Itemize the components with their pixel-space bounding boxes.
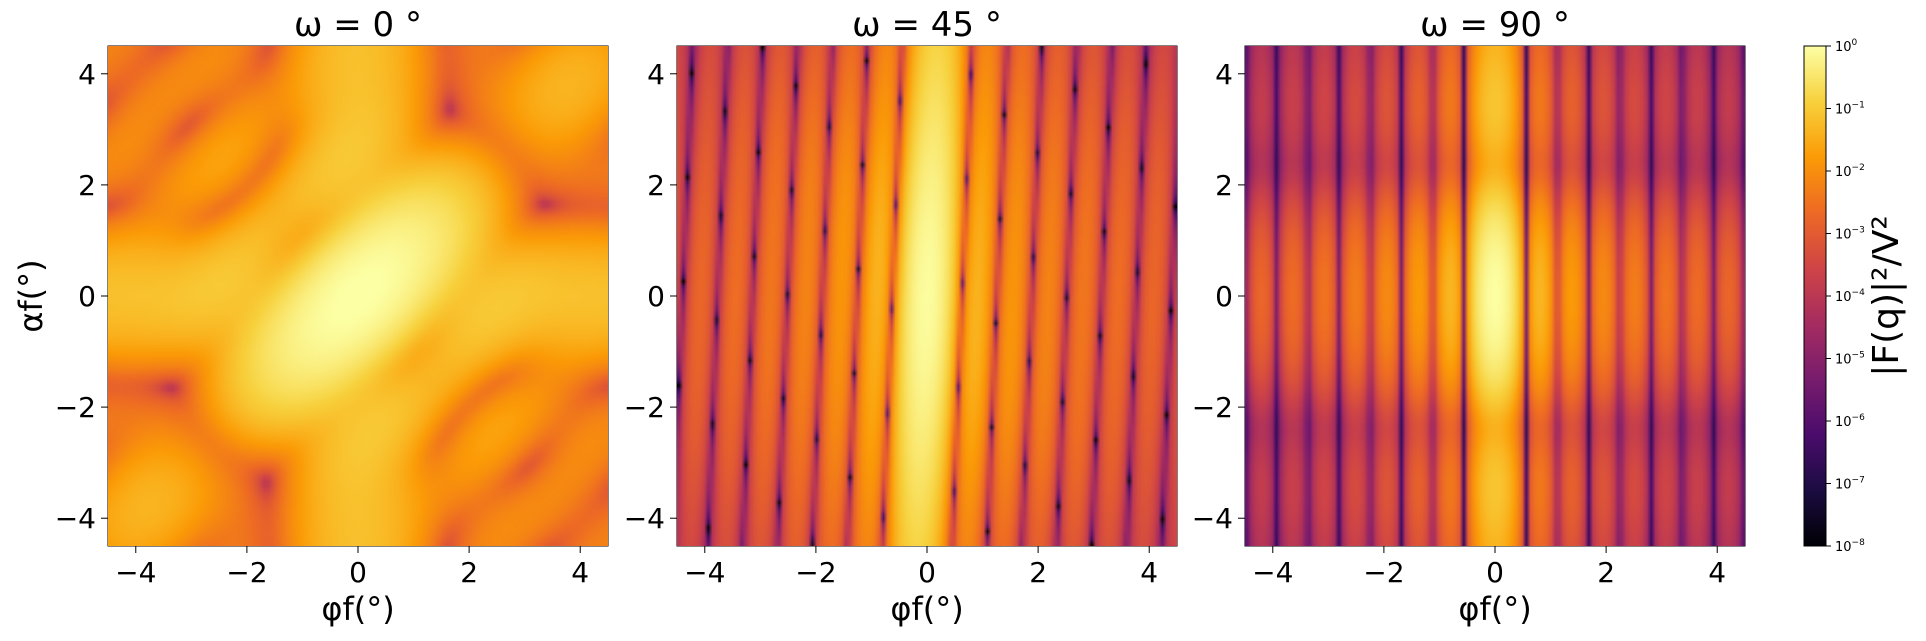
x-tick-label: 0 xyxy=(918,556,936,589)
y-tick-label: −2 xyxy=(624,391,665,424)
x-tick-label: −2 xyxy=(795,556,836,589)
y-tick-label: −4 xyxy=(624,502,665,535)
colorbar-tick-label: 10−3 xyxy=(1835,226,1865,243)
colorbar-tick-label: 10−8 xyxy=(1835,538,1865,555)
y-tick-label: 4 xyxy=(78,58,96,91)
x-tick-label: 4 xyxy=(1140,556,1158,589)
y-tick-label: 2 xyxy=(647,169,665,202)
x-tick-label: −4 xyxy=(115,556,156,589)
panel-1: −4 −2 0 2 4 −4 −2 0 2 4 ω = 0 ° φf(°) αf(°) xyxy=(12,5,609,628)
colorbar-tick-label: 100 xyxy=(1835,38,1858,55)
y-axis-label: αf(°) xyxy=(12,259,50,332)
x-axis-label: φf(°) xyxy=(1458,590,1531,628)
y-tick-label: 0 xyxy=(1215,280,1233,313)
colorbar-tick-label: 10−4 xyxy=(1835,288,1865,305)
y-tick-label: −2 xyxy=(55,391,96,424)
x-axis-label: φf(°) xyxy=(321,590,394,628)
x-tick-label: −2 xyxy=(1363,556,1404,589)
x-axis-label: φf(°) xyxy=(890,590,963,628)
colorbar-tick-label: 10−2 xyxy=(1835,163,1865,180)
x-tick-label: 4 xyxy=(1708,556,1726,589)
panel-title: ω = 45 ° xyxy=(852,5,1002,45)
x-tick-label: 4 xyxy=(571,556,589,589)
x-tick-label: 2 xyxy=(1029,556,1047,589)
heatmap-image xyxy=(1245,46,1745,546)
y-tick-label: 0 xyxy=(647,280,665,313)
x-tick-label: −2 xyxy=(226,556,267,589)
colorbar-tick-label: 10−5 xyxy=(1835,351,1865,368)
panel-3: −4 −2 0 2 4 −4 −2 0 2 4 ω = 90 ° φf(°) xyxy=(1192,5,1746,628)
panel-title: ω = 90 ° xyxy=(1420,5,1570,45)
colorbar-label: |F(q)|²/V² xyxy=(1866,215,1907,377)
x-tick-label: −4 xyxy=(1252,556,1293,589)
y-tick-label: 4 xyxy=(1215,58,1233,91)
y-tick-label: −2 xyxy=(1192,391,1233,424)
y-tick-label: 4 xyxy=(647,58,665,91)
x-tick-label: 0 xyxy=(1486,556,1504,589)
panel-title: ω = 0 ° xyxy=(294,5,422,45)
heatmap-image xyxy=(677,46,1177,546)
colorbar-tick-label: 10−6 xyxy=(1835,413,1865,430)
heatmap-image xyxy=(108,46,608,546)
colorbar: 100 10−1 10−2 10−3 10−4 10−5 10−6 10−7 10−8 |F(q)… xyxy=(1803,38,1907,555)
y-tick-label: 2 xyxy=(1215,169,1233,202)
x-tick-label: 0 xyxy=(349,556,367,589)
y-tick-label: −4 xyxy=(55,502,96,535)
colorbar-gradient xyxy=(1803,45,1827,547)
y-tick-label: −4 xyxy=(1192,502,1233,535)
colorbar-tick-label: 10−1 xyxy=(1835,101,1865,118)
panel-2: −4 −2 0 2 4 −4 −2 0 2 4 ω = 45 ° φf(°) xyxy=(624,5,1178,628)
colorbar-tick-label: 10−7 xyxy=(1835,476,1865,493)
y-tick-label: 0 xyxy=(78,280,96,313)
x-tick-label: −4 xyxy=(684,556,725,589)
x-tick-label: 2 xyxy=(1597,556,1615,589)
y-tick-label: 2 xyxy=(78,169,96,202)
x-tick-label: 2 xyxy=(460,556,478,589)
